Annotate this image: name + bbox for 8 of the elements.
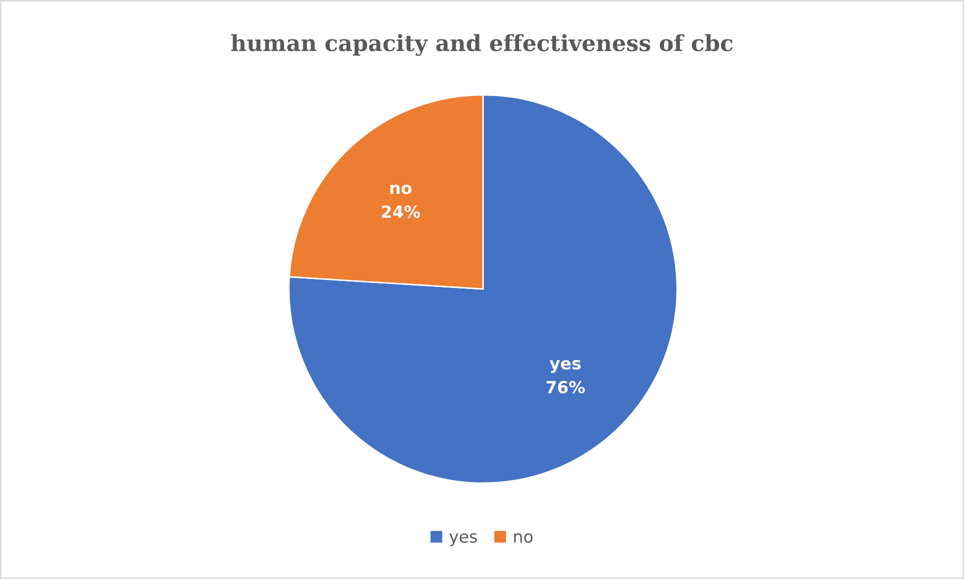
slice-label: no	[390, 184, 412, 194]
slice-label: yes	[550, 360, 581, 373]
chart-title: human capacity and effectiveness of cbc	[231, 34, 733, 56]
pie-slice	[288, 94, 678, 484]
legend-label: yes	[449, 533, 477, 546]
legend-label: no	[514, 533, 533, 543]
data-label: 24%	[382, 205, 420, 218]
data-label: 76%	[546, 380, 585, 394]
